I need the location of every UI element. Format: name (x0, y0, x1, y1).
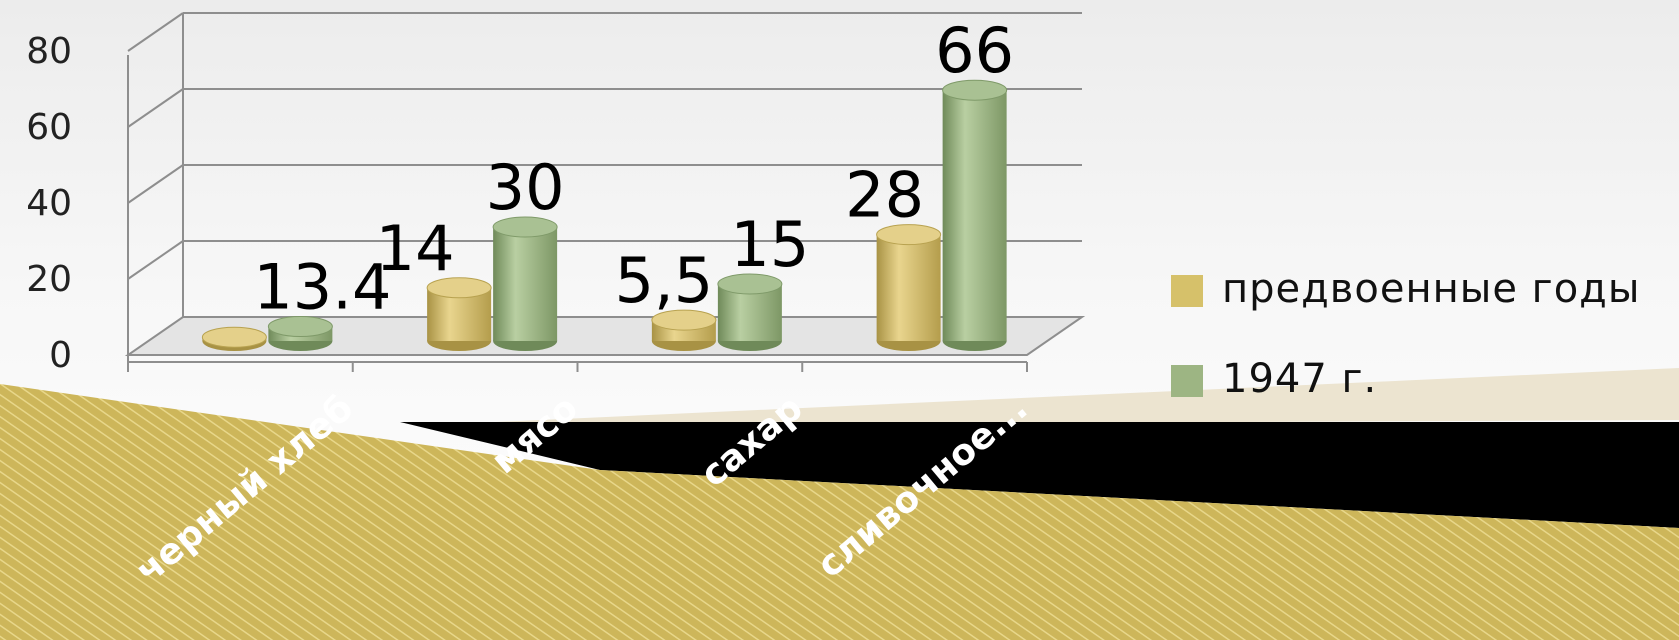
bar-top (876, 224, 942, 246)
bar-1947 (942, 79, 1008, 351)
bar-1947 (717, 273, 783, 351)
bar-prewar (876, 224, 942, 351)
bar-body (493, 227, 558, 341)
data-label: 15 (730, 208, 809, 281)
bar-1947 (267, 316, 333, 351)
bar-prewar (651, 309, 717, 351)
bar-top (201, 326, 267, 348)
bar-top (651, 309, 717, 331)
floor (124, 316, 1086, 356)
bar-top (717, 273, 783, 295)
bar-body (876, 234, 941, 341)
gridline-diag (127, 164, 184, 204)
bar-body (942, 90, 1007, 341)
y-tick-label: 0 (49, 335, 72, 376)
y-tick-label: 40 (26, 183, 72, 224)
legend-label-1947: 1947 г. (1222, 356, 1377, 402)
bar-prewar (201, 326, 267, 351)
bar-1947 (492, 216, 558, 351)
bar-top (267, 316, 333, 338)
x-tick-marks (127, 362, 1028, 372)
y-tick-labels: 0 20 40 60 80 (26, 31, 72, 376)
data-label: 14 (376, 212, 455, 285)
bars (201, 79, 1008, 351)
legend-label-prewar: предвоенные годы (1222, 266, 1640, 312)
y-tick-label: 60 (26, 107, 72, 148)
data-label: 30 (486, 151, 565, 224)
data-label: 5,5 (615, 244, 714, 317)
bar-top (942, 79, 1008, 101)
bar-top (492, 216, 558, 238)
gridline-diag (127, 12, 184, 52)
legend: предвоенные годы 1947 г. (1171, 266, 1640, 402)
gold-band (0, 384, 1679, 640)
cream-band (430, 368, 1679, 425)
legend-swatch-1947 (1171, 365, 1203, 397)
gridline-diag (127, 240, 184, 280)
data-label: 28 (845, 159, 924, 232)
legend-swatch-prewar (1171, 275, 1203, 307)
y-tick-label: 20 (26, 259, 72, 300)
gridline-diag (127, 88, 184, 128)
y-tick-label: 80 (26, 31, 72, 72)
chart-frame (124, 55, 1086, 363)
data-label: 13.4 (253, 251, 391, 324)
background-bands (0, 368, 1679, 640)
data-label: 66 (935, 14, 1014, 87)
bar-top (426, 277, 492, 299)
black-band (400, 422, 1679, 528)
gridlines (127, 12, 1082, 317)
bar-prewar (426, 277, 492, 351)
